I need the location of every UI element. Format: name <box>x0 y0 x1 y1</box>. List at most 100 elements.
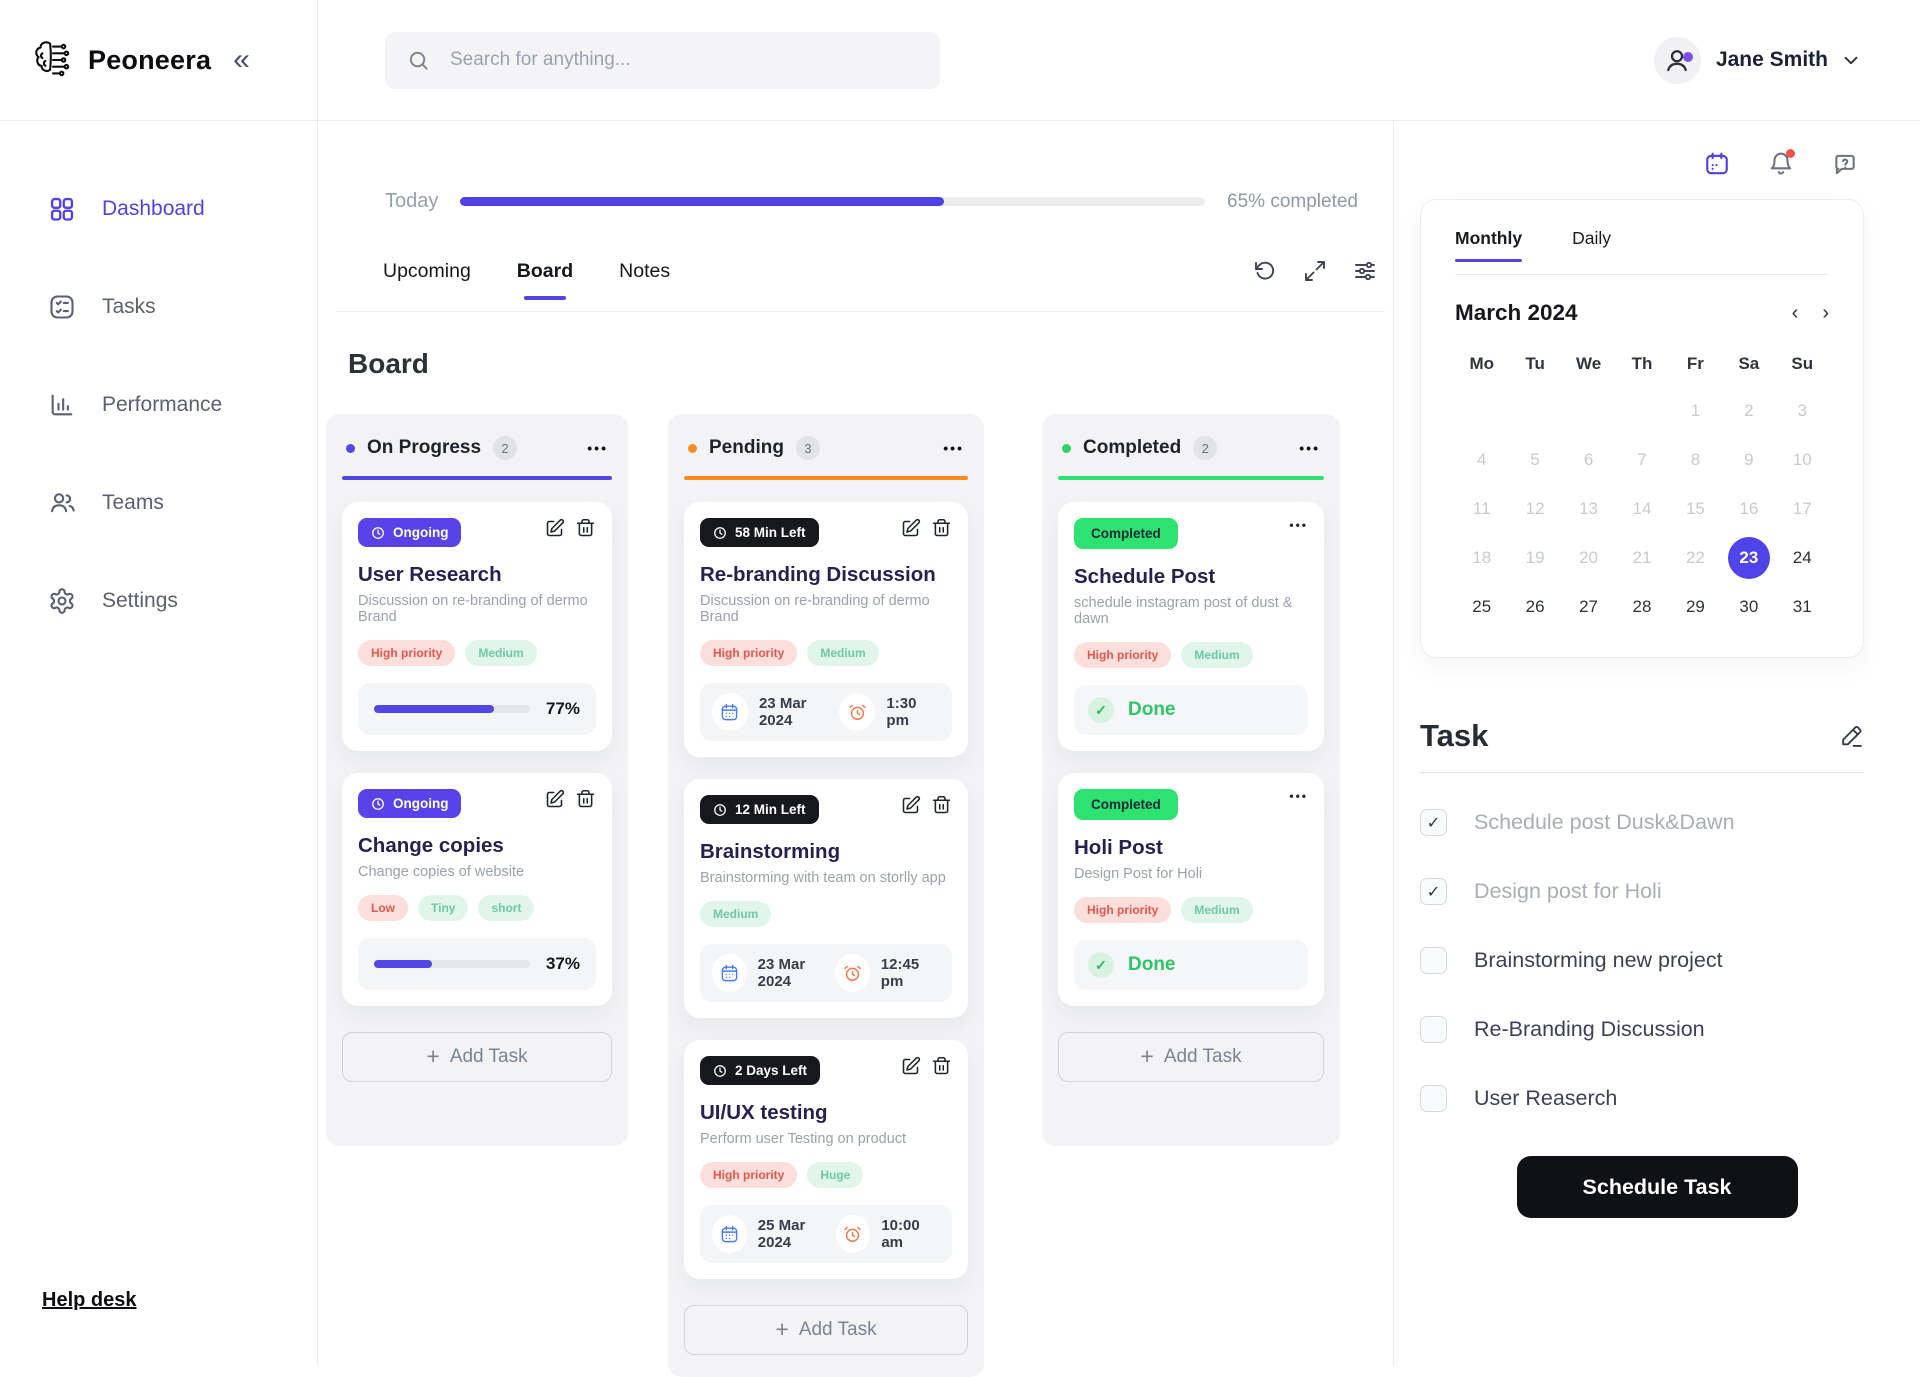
calendar-day[interactable]: 30 <box>1739 596 1759 616</box>
trash-icon[interactable] <box>931 1056 952 1077</box>
calendar-day[interactable]: 29 <box>1685 596 1705 616</box>
filter-sliders-icon[interactable] <box>1353 259 1377 283</box>
calendar-icon <box>712 693 748 731</box>
calendar-day[interactable]: 9 <box>1744 449 1754 469</box>
tab-upcoming[interactable]: Upcoming <box>383 259 471 282</box>
collapse-sidebar-icon[interactable]: « <box>233 43 250 76</box>
edit-icon[interactable] <box>544 518 565 539</box>
calendar-day[interactable]: 7 <box>1637 449 1647 469</box>
search-bar[interactable] <box>385 31 940 89</box>
task-card-change-copies[interactable]: Ongoing Change copies Change copies of w… <box>342 773 612 1006</box>
calendar-day[interactable]: 8 <box>1690 449 1701 469</box>
calendar-day[interactable]: 17 <box>1792 498 1812 518</box>
card-title: Re-branding Discussion <box>700 563 936 586</box>
task-item: Brainstorming new project <box>1420 947 1864 974</box>
calendar-day[interactable]: 18 <box>1472 547 1492 567</box>
calendar-day[interactable]: 24 <box>1792 547 1812 567</box>
add-task-button[interactable]: + Add Task <box>342 1032 612 1082</box>
ellipsis-menu-icon[interactable]: ••• <box>943 440 964 456</box>
calendar-day[interactable]: 26 <box>1525 596 1545 616</box>
edit-icon[interactable] <box>544 789 565 810</box>
tab-board[interactable]: Board <box>516 259 574 282</box>
sidebar-item-dashboard[interactable]: Dashboard <box>48 195 317 223</box>
sidebar-item-label: Settings <box>102 589 178 612</box>
calendar-day[interactable]: 25 <box>1472 596 1492 616</box>
sidebar-item-label: Tasks <box>102 295 156 318</box>
edit-icon[interactable] <box>900 795 921 816</box>
calendar-day[interactable]: 20 <box>1579 547 1599 567</box>
tab-monthly[interactable]: Monthly <box>1455 228 1523 262</box>
task-checkbox[interactable]: ✓ <box>1420 878 1447 905</box>
calendar-day[interactable]: 1 <box>1690 400 1701 420</box>
sidebar-item-performance[interactable]: Performance <box>48 391 317 419</box>
sidebar-item-settings[interactable]: Settings <box>48 587 317 615</box>
task-card-schedule-post[interactable]: Completed ••• Schedule Post schedule ins… <box>1058 502 1324 751</box>
calendar-day[interactable]: 27 <box>1579 596 1599 616</box>
due-time: 10:00 am <box>881 1217 920 1251</box>
calendar-day[interactable]: 11 <box>1472 498 1491 518</box>
bell-icon[interactable] <box>1768 149 1795 177</box>
ellipsis-menu-icon[interactable]: ••• <box>587 440 608 456</box>
alarm-icon <box>835 954 870 992</box>
weekday-label: Su <box>1791 354 1814 373</box>
schedule-task-button[interactable]: Schedule Task <box>1516 1156 1798 1218</box>
column-count-badge: 2 <box>493 436 518 460</box>
task-checkbox[interactable] <box>1420 947 1447 974</box>
task-card-brainstorming[interactable]: 12 Min Left Brainstorming Brainstorming … <box>684 779 968 1018</box>
user-menu[interactable]: Jane Smith <box>1393 0 1920 121</box>
calendar-day[interactable]: 16 <box>1739 498 1759 518</box>
search-input[interactable] <box>448 48 918 72</box>
sidebar-item-teams[interactable]: Teams <box>48 489 317 517</box>
tab-daily[interactable]: Daily <box>1572 228 1611 248</box>
calendar-day[interactable]: 15 <box>1685 498 1705 518</box>
chevron-left-icon[interactable]: ‹ <box>1791 301 1799 324</box>
help-desk-link[interactable]: Help desk <box>42 1289 137 1311</box>
user-name[interactable]: Jane Smith <box>1715 48 1828 71</box>
calendar-day[interactable]: 22 <box>1685 547 1705 567</box>
sidebar-item-tasks[interactable]: Tasks <box>48 293 317 321</box>
task-checkbox[interactable] <box>1420 1016 1447 1043</box>
ellipsis-menu-icon[interactable]: ••• <box>1289 518 1308 532</box>
edit-icon[interactable] <box>900 518 921 539</box>
edit-icon[interactable] <box>900 1056 921 1077</box>
avatar[interactable] <box>1653 36 1701 84</box>
task-card-rebranding[interactable]: 58 Min Left Re-branding Discussion Discu… <box>684 502 968 757</box>
calendar-day[interactable]: 3 <box>1797 400 1807 420</box>
calendar-day[interactable]: 10 <box>1792 449 1812 469</box>
ellipsis-menu-icon[interactable]: ••• <box>1299 440 1320 456</box>
help-icon[interactable] <box>1832 151 1858 177</box>
task-checkbox[interactable]: ✓ <box>1420 809 1447 836</box>
progress-bar <box>460 197 1206 206</box>
calendar-day[interactable]: 13 <box>1579 498 1599 518</box>
task-card-uiux-testing[interactable]: 2 Days Left UI/UX testing Perform user T… <box>684 1040 968 1279</box>
calendar-day[interactable]: 5 <box>1530 449 1540 469</box>
ellipsis-menu-icon[interactable]: ••• <box>1289 789 1308 803</box>
calendar-day[interactable]: 31 <box>1792 596 1812 616</box>
add-task-button[interactable]: + Add Task <box>1058 1032 1324 1082</box>
calendar-icon[interactable] <box>1704 151 1730 177</box>
task-checkbox[interactable] <box>1420 1085 1447 1112</box>
calendar-day[interactable]: 12 <box>1525 498 1545 518</box>
pencil-icon[interactable] <box>1839 724 1864 749</box>
add-task-button[interactable]: + Add Task <box>684 1305 968 1355</box>
expand-icon[interactable] <box>1303 259 1327 283</box>
calendar-day[interactable]: 23 <box>1722 533 1775 582</box>
trash-icon[interactable] <box>575 518 596 539</box>
chevron-down-icon[interactable] <box>1840 49 1862 71</box>
time-left-badge: 58 Min Left <box>700 518 819 547</box>
calendar-day[interactable]: 21 <box>1632 547 1652 567</box>
task-card-holi-post[interactable]: Completed ••• Holi Post Design Post for … <box>1058 773 1324 1006</box>
chevron-right-icon[interactable]: › <box>1822 301 1829 324</box>
calendar-day[interactable]: 19 <box>1525 547 1545 567</box>
tab-notes[interactable]: Notes <box>619 259 671 282</box>
rotate-icon[interactable] <box>1253 259 1277 283</box>
trash-icon[interactable] <box>931 518 952 539</box>
trash-icon[interactable] <box>931 795 952 816</box>
calendar-day[interactable]: 4 <box>1476 449 1487 469</box>
trash-icon[interactable] <box>575 789 596 810</box>
calendar-day[interactable]: 6 <box>1583 449 1594 469</box>
calendar-day[interactable]: 14 <box>1632 498 1652 518</box>
task-card-user-research[interactable]: Ongoing User Research Discussion on re-b… <box>342 502 612 751</box>
calendar-day[interactable]: 28 <box>1632 596 1652 616</box>
calendar-day[interactable]: 2 <box>1744 400 1754 420</box>
